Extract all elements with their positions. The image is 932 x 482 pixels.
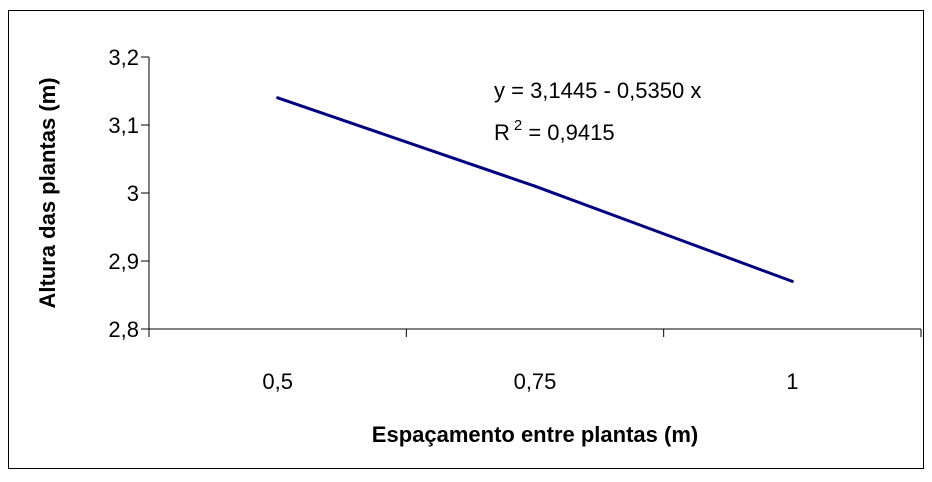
r-squared-superscript: 2 [514,117,522,134]
y-tick-label: 3,1 [108,113,139,138]
x-tick-label: 0,75 [514,369,557,394]
r-squared-value: = 0,9415 [522,120,614,145]
data-point [533,184,537,188]
y-tick-label: 2,8 [108,317,139,342]
data-point [790,279,794,283]
tick-labels: 2,8 2,9 3 3,1 3,2 0,5 0,75 1 [108,45,798,394]
y-tick-label: 2,9 [108,249,139,274]
y-tick-label: 3 [127,181,139,206]
series-layer [276,96,794,283]
r-squared-letter: R [494,120,510,145]
chart-frame [8,10,924,469]
x-tick-label: 0,5 [262,369,293,394]
x-tick-label: 1 [786,369,798,394]
data-point [276,96,280,100]
axes [141,56,922,337]
y-axis-title: Altura das plantas (m) [35,77,60,308]
trendline-equation: y = 3,1445 - 0,5350 x [494,78,701,103]
y-tick-label: 3,2 [108,45,139,70]
x-axis-title: Espaçamento entre plantas (m) [372,422,698,447]
